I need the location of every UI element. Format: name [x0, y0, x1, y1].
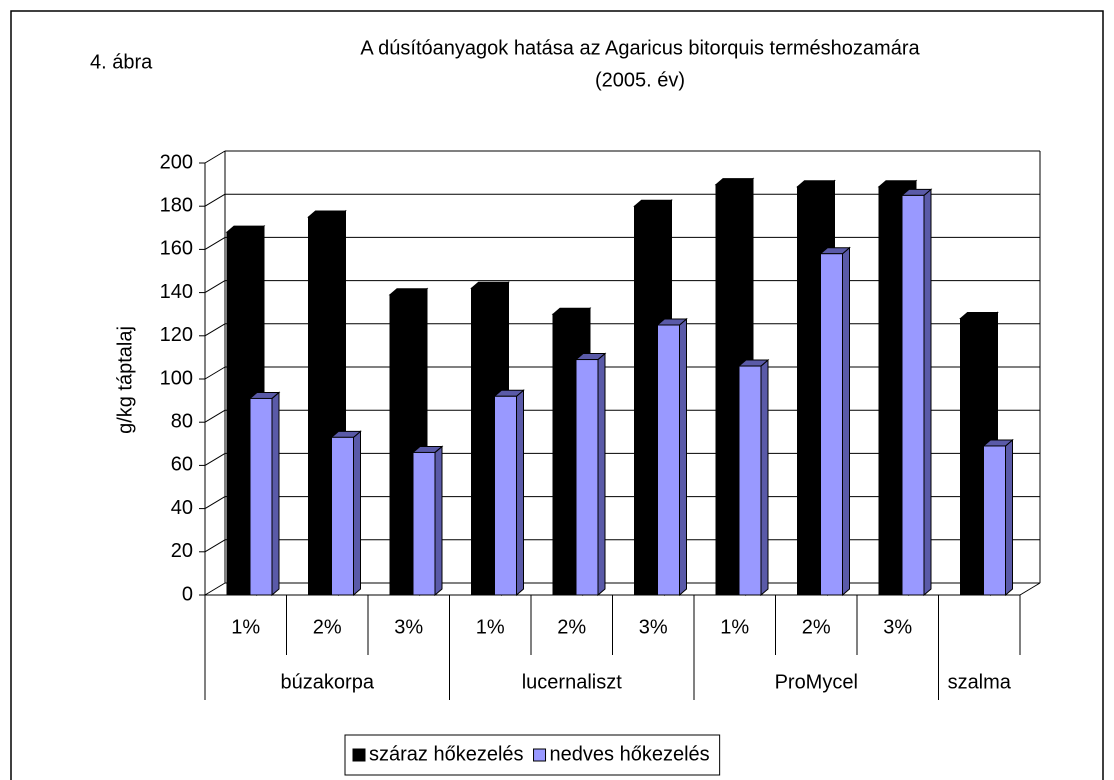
grid-line	[204, 150, 226, 164]
y-tick-label: 120	[160, 324, 193, 346]
x-tick-label: 2%	[802, 616, 831, 638]
bar-side	[679, 317, 687, 597]
x-tick-label: 1%	[231, 616, 260, 638]
grid-line	[204, 539, 226, 553]
x-tick-label: 3%	[883, 616, 912, 638]
x-tick-label: 3%	[394, 616, 423, 638]
bar-top	[470, 281, 510, 289]
bar	[331, 436, 354, 596]
legend-label: száraz hőkezelés	[369, 743, 524, 765]
bar-top	[796, 180, 836, 188]
chart-title: A dúsítóanyagok hatása az Agaricus bitor…	[360, 37, 920, 59]
grid-line	[204, 280, 226, 294]
group-label: búzakorpa	[281, 671, 375, 693]
bar	[657, 324, 680, 596]
x-tick-label: 2%	[313, 616, 342, 638]
bar-side	[434, 445, 443, 597]
y-tick-label: 0	[182, 583, 193, 605]
legend-swatch	[533, 748, 547, 762]
y-tick-label: 160	[160, 238, 193, 260]
bar	[901, 194, 925, 596]
bar	[983, 445, 1006, 596]
bar-side	[1005, 438, 1013, 597]
y-tick-label: 60	[171, 454, 193, 476]
bar-side	[760, 358, 769, 597]
x-tick-label: 3%	[639, 616, 668, 638]
y-tick-label: 140	[160, 281, 193, 303]
grid-line	[204, 323, 226, 337]
grid-line	[204, 582, 226, 596]
grid-line	[204, 452, 226, 466]
bar	[494, 395, 517, 596]
group-label: lucernaliszt	[522, 671, 622, 693]
bar	[575, 359, 599, 596]
bar	[249, 397, 273, 596]
group-label: szalma	[948, 671, 1012, 693]
x-tick-label: 1%	[476, 616, 505, 638]
bar-top	[551, 307, 592, 315]
bar-side	[842, 246, 850, 597]
chart-subtitle: (2005. év)	[595, 69, 685, 91]
grid-line	[204, 409, 226, 423]
grid-line	[204, 496, 226, 510]
legend-swatch	[352, 748, 366, 762]
x-tick-label: 1%	[720, 616, 749, 638]
grid-line	[204, 236, 226, 250]
legend-label: nedves hőkezelés	[550, 743, 710, 765]
y-tick-label: 20	[171, 540, 193, 562]
legend	[344, 734, 721, 776]
y-tick-label: 180	[160, 194, 193, 216]
y-axis-label: g/kg táptalaj	[114, 326, 136, 434]
x-tick-label: 2%	[557, 616, 586, 638]
y-tick-label: 200	[160, 151, 193, 173]
bar	[738, 365, 762, 596]
bar-side	[271, 391, 280, 597]
bar-side	[923, 188, 932, 597]
grid-line	[204, 193, 226, 207]
bar-side	[353, 430, 361, 597]
bar-side	[597, 352, 606, 597]
bar-side	[516, 389, 524, 597]
floor-edge	[1019, 582, 1041, 596]
bar-top	[307, 210, 347, 218]
bar	[412, 451, 436, 596]
bar-top	[225, 225, 266, 233]
bar	[820, 253, 843, 596]
bar-top	[959, 312, 999, 320]
bar-top	[633, 199, 673, 207]
y-tick-label: 40	[171, 497, 193, 519]
group-label: ProMycel	[775, 671, 858, 693]
annotation: 4. ábra	[90, 51, 153, 73]
bar-top	[877, 180, 918, 188]
bar-top	[388, 288, 429, 296]
grid-line	[204, 366, 226, 380]
y-tick-label: 100	[160, 367, 193, 389]
y-tick-label: 80	[171, 410, 193, 432]
bar-top	[714, 178, 755, 186]
